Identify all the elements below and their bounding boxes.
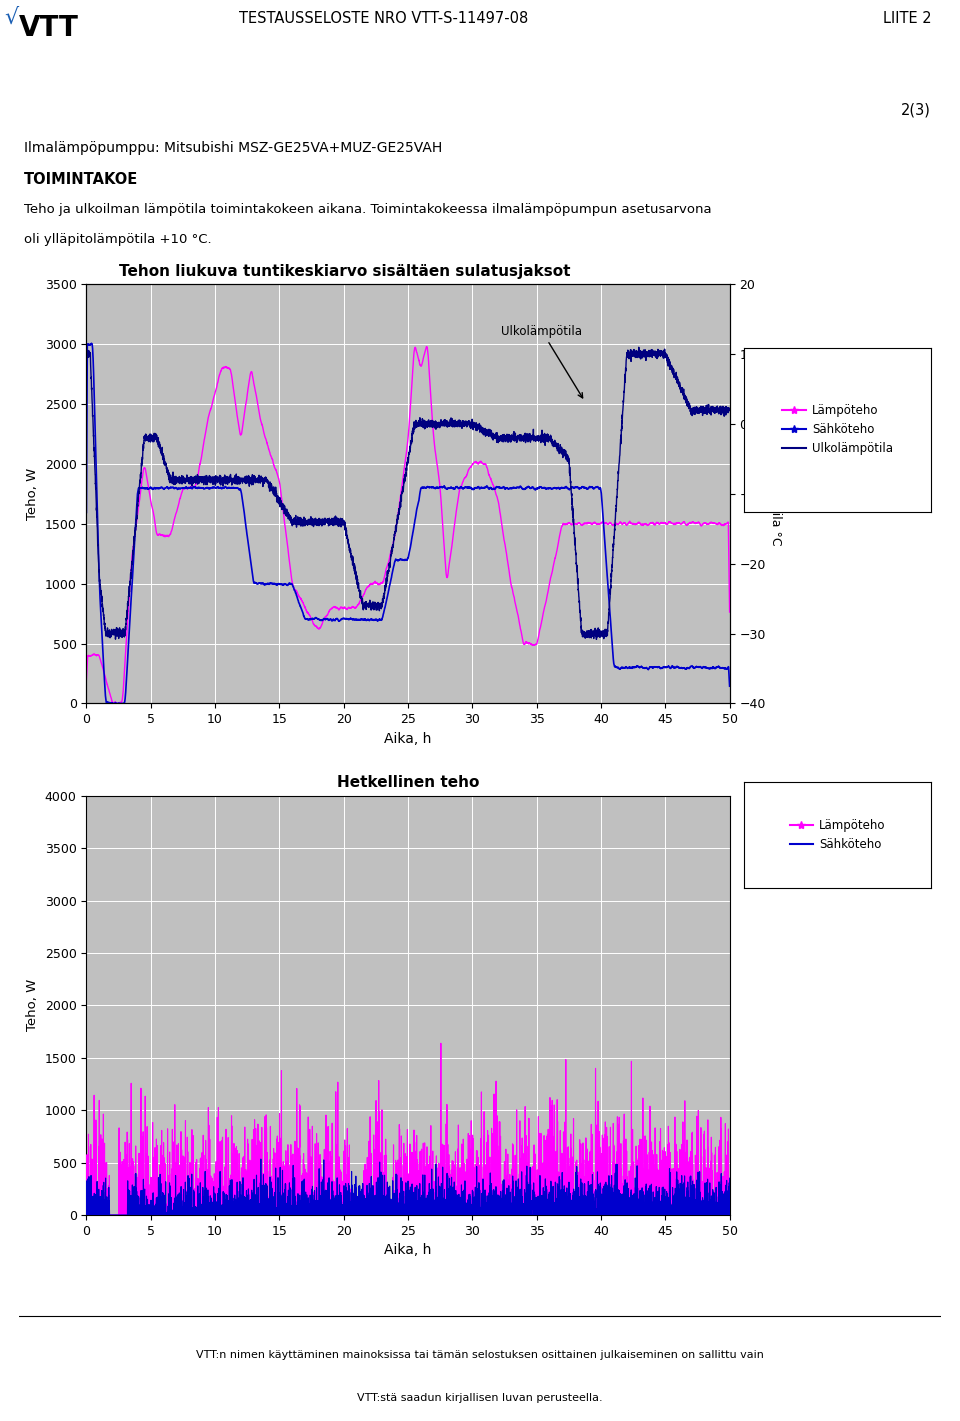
Text: 2(3): 2(3) xyxy=(901,102,931,118)
Text: TESTAUSSELOSTE NRO VTT-S-11497-08: TESTAUSSELOSTE NRO VTT-S-11497-08 xyxy=(239,11,529,26)
Text: VTT:stä saadun kirjallisen luvan perusteella.: VTT:stä saadun kirjallisen luvan peruste… xyxy=(357,1393,603,1403)
Text: LIITE 2: LIITE 2 xyxy=(882,11,931,26)
Text: Teho ja ulkoilman lämpötila toimintakokeen aikana. Toimintakokeessa ilmalämpöpum: Teho ja ulkoilman lämpötila toimintakoke… xyxy=(24,203,711,216)
Text: oli ylläpitolämpötila +10 °C.: oli ylläpitolämpötila +10 °C. xyxy=(24,233,211,246)
Legend: Lämpöteho, Sähköteho, Ulkolämpötila: Lämpöteho, Sähköteho, Ulkolämpötila xyxy=(779,401,897,459)
Text: Ilmalämpöpumppu: Mitsubishi MSZ-GE25VA+MUZ-GE25VAH: Ilmalämpöpumppu: Mitsubishi MSZ-GE25VA+M… xyxy=(24,141,443,155)
Text: Tehon liukuva tuntikeskiarvo sisältäen sulatusjaksot: Tehon liukuva tuntikeskiarvo sisältäen s… xyxy=(119,264,570,279)
Text: TOIMINTAKOE: TOIMINTAKOE xyxy=(24,172,138,188)
Text: Ulkolämpötila: Ulkolämpötila xyxy=(501,324,583,398)
Text: VTT: VTT xyxy=(19,14,79,41)
Title: Hetkellinen teho: Hetkellinen teho xyxy=(337,776,479,790)
Y-axis label: Teho, W: Teho, W xyxy=(26,468,39,520)
Y-axis label: Ulkolämpötila °C: Ulkolämpötila °C xyxy=(769,442,782,546)
Legend: Lämpöteho, Sähköteho: Lämpöteho, Sähköteho xyxy=(786,816,889,854)
Text: VTT:n nimen käyttäminen mainoksissa tai tämän selostuksen osittainen julkaisemin: VTT:n nimen käyttäminen mainoksissa tai … xyxy=(196,1350,764,1360)
X-axis label: Aika, h: Aika, h xyxy=(384,732,432,746)
Y-axis label: Teho, W: Teho, W xyxy=(26,979,39,1032)
X-axis label: Aika, h: Aika, h xyxy=(384,1243,432,1258)
Text: √: √ xyxy=(5,7,19,27)
